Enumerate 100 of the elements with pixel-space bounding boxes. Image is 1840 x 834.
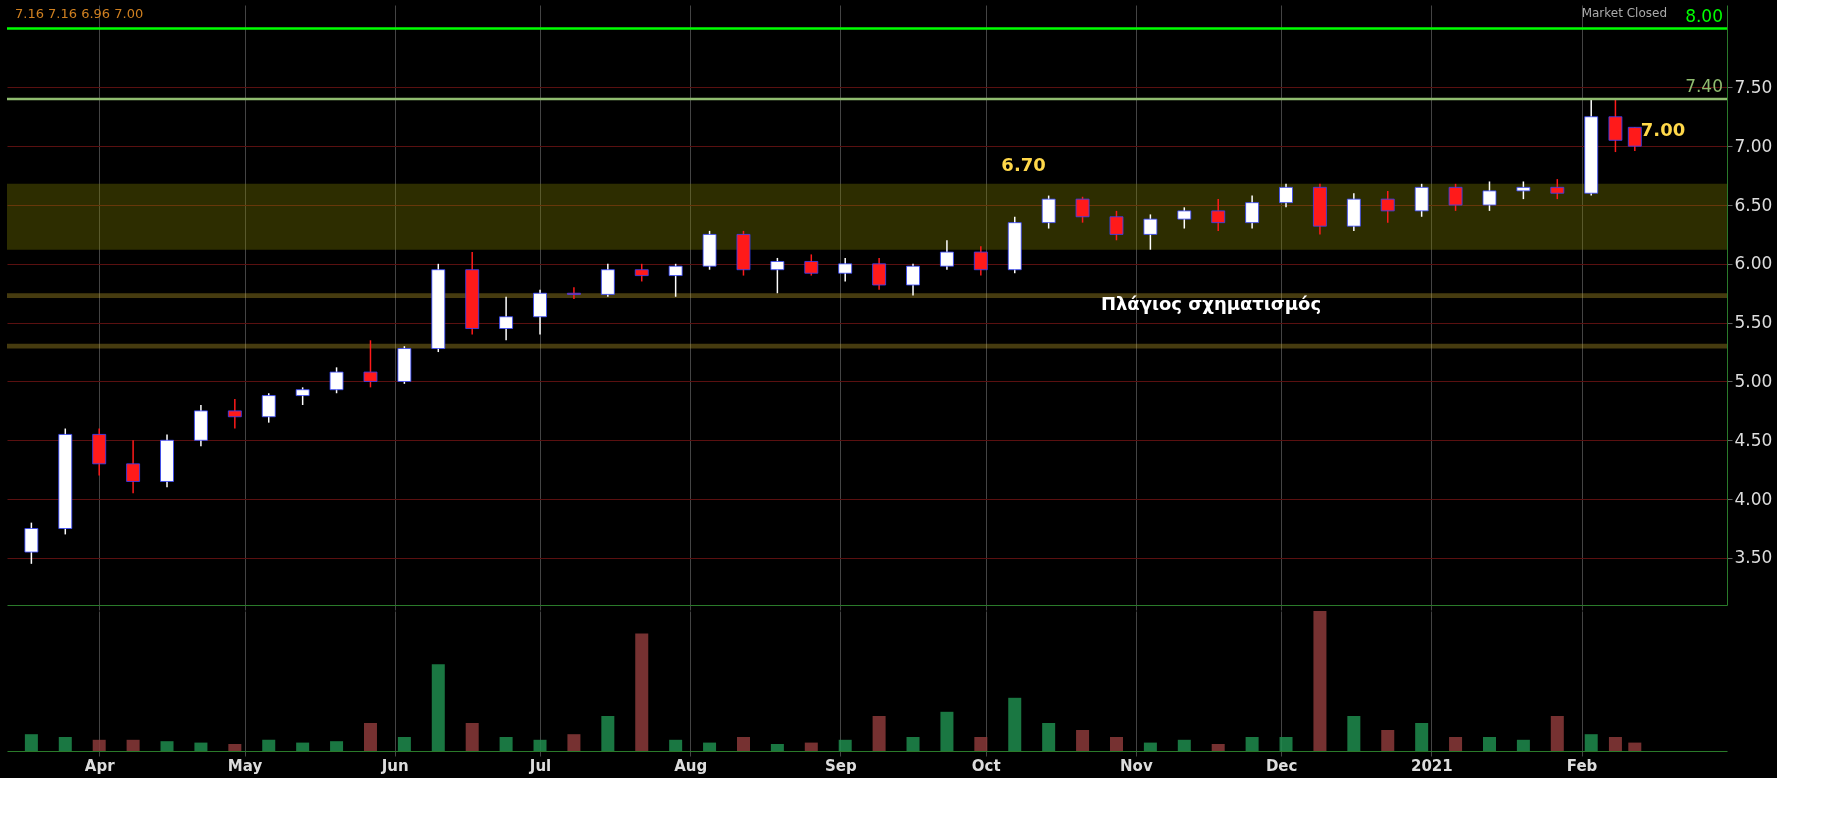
- candlestick: [533, 288, 547, 336]
- bar: [363, 723, 377, 751]
- ref-line-label: 8.00: [1685, 5, 1723, 26]
- bar: [1628, 742, 1642, 751]
- candlestick: [126, 439, 140, 494]
- candlestick: [1143, 213, 1158, 251]
- candlestick: [804, 253, 819, 277]
- candlestick: [1245, 194, 1260, 230]
- y-tick-label: 5.00: [1734, 370, 1773, 391]
- annotation: Market Closed: [1581, 6, 1667, 20]
- candlestick: [1041, 194, 1056, 230]
- bar: [1449, 737, 1463, 751]
- bar: [1516, 739, 1530, 751]
- bar: [669, 739, 683, 751]
- candlestick: [872, 257, 887, 291]
- bar: [397, 737, 411, 751]
- y-tick-label: 7.00: [1734, 135, 1773, 156]
- candlestick: [1109, 210, 1124, 242]
- bar: [160, 741, 174, 751]
- candlestick: [1380, 190, 1395, 224]
- candlestick: [261, 392, 276, 424]
- bar: [1584, 734, 1598, 751]
- bar: [940, 711, 954, 751]
- bar: [1211, 744, 1225, 751]
- bar: [567, 734, 581, 751]
- x-tick-label: May: [227, 756, 263, 775]
- bar: [92, 739, 106, 751]
- candlestick: [1482, 180, 1497, 212]
- candlestick: [940, 239, 954, 271]
- bar: [1245, 737, 1259, 751]
- y-tick-label: 3.50: [1734, 547, 1773, 568]
- bar: [262, 739, 276, 751]
- bar: [431, 664, 445, 751]
- bar: [1482, 737, 1496, 751]
- candlestick: [1211, 198, 1226, 232]
- bar: [1608, 737, 1622, 751]
- annotation: 6.70: [1001, 154, 1046, 176]
- bar: [1381, 730, 1395, 751]
- bar: [736, 737, 750, 751]
- candlestick: [1627, 126, 1642, 152]
- candlestick: [838, 257, 853, 283]
- candlestick: [906, 263, 920, 297]
- y-tick-label: 6.50: [1734, 194, 1773, 215]
- bar: [194, 742, 208, 751]
- bar: [533, 739, 547, 751]
- bar: [1279, 737, 1293, 751]
- x-tick-label: Jul: [528, 756, 552, 775]
- y-tick-label: 4.00: [1734, 488, 1773, 509]
- candlestick: [1075, 196, 1090, 224]
- y-tick-label: 7.50: [1734, 76, 1773, 97]
- bar: [1313, 611, 1327, 751]
- y-tick-label: 4.50: [1734, 429, 1773, 450]
- bar: [24, 734, 38, 751]
- candlestick: [227, 398, 242, 430]
- candlestick: [1608, 98, 1623, 153]
- annotation: 7.16 7.16 6.96 7.00: [15, 6, 144, 21]
- bar: [1143, 742, 1157, 751]
- x-tick-label: Aug: [674, 756, 708, 775]
- candlestick: [24, 521, 39, 565]
- candlestick: [770, 257, 785, 294]
- annotation: Πλάγιος σχηματισμός: [1100, 293, 1322, 314]
- bar: [1008, 697, 1022, 751]
- x-tick-label: Oct: [971, 756, 1001, 775]
- bar: [1177, 739, 1191, 751]
- candlestick: [329, 366, 344, 394]
- bar: [126, 739, 140, 751]
- candlestick: [1550, 178, 1565, 200]
- bar: [906, 737, 920, 751]
- x-tick-label: Jun: [380, 756, 409, 775]
- bar: [1415, 723, 1429, 751]
- bar: [1550, 716, 1564, 751]
- bar: [838, 739, 852, 751]
- bar: [872, 716, 886, 751]
- bar: [601, 716, 615, 751]
- bar: [296, 742, 310, 751]
- bar: [465, 723, 479, 751]
- candlestick: [499, 296, 514, 342]
- candlestick: [1177, 206, 1192, 230]
- bar: [635, 633, 649, 751]
- x-tick-label: Feb: [1566, 756, 1598, 775]
- y-tick-label: 5.50: [1734, 312, 1773, 333]
- ref-line-label: 7.40: [1685, 76, 1723, 97]
- candlestick: [567, 286, 581, 300]
- x-tick-label: Nov: [1120, 756, 1153, 775]
- bar: [58, 737, 72, 751]
- x-tick-label: Apr: [84, 756, 116, 775]
- bar: [703, 742, 717, 751]
- candlestick: [363, 339, 378, 389]
- bar: [1347, 716, 1361, 751]
- x-tick-label: 2021: [1410, 756, 1453, 775]
- y-tick-label: 6.00: [1734, 253, 1773, 274]
- bar: [330, 741, 344, 751]
- candlestick: [1448, 183, 1463, 212]
- bar: [1042, 723, 1056, 751]
- bar: [228, 744, 242, 751]
- bar: [499, 737, 513, 751]
- candlestick: [1414, 183, 1429, 218]
- bar: [974, 737, 988, 751]
- annotation: 7.00: [1640, 119, 1686, 141]
- bar: [770, 744, 784, 751]
